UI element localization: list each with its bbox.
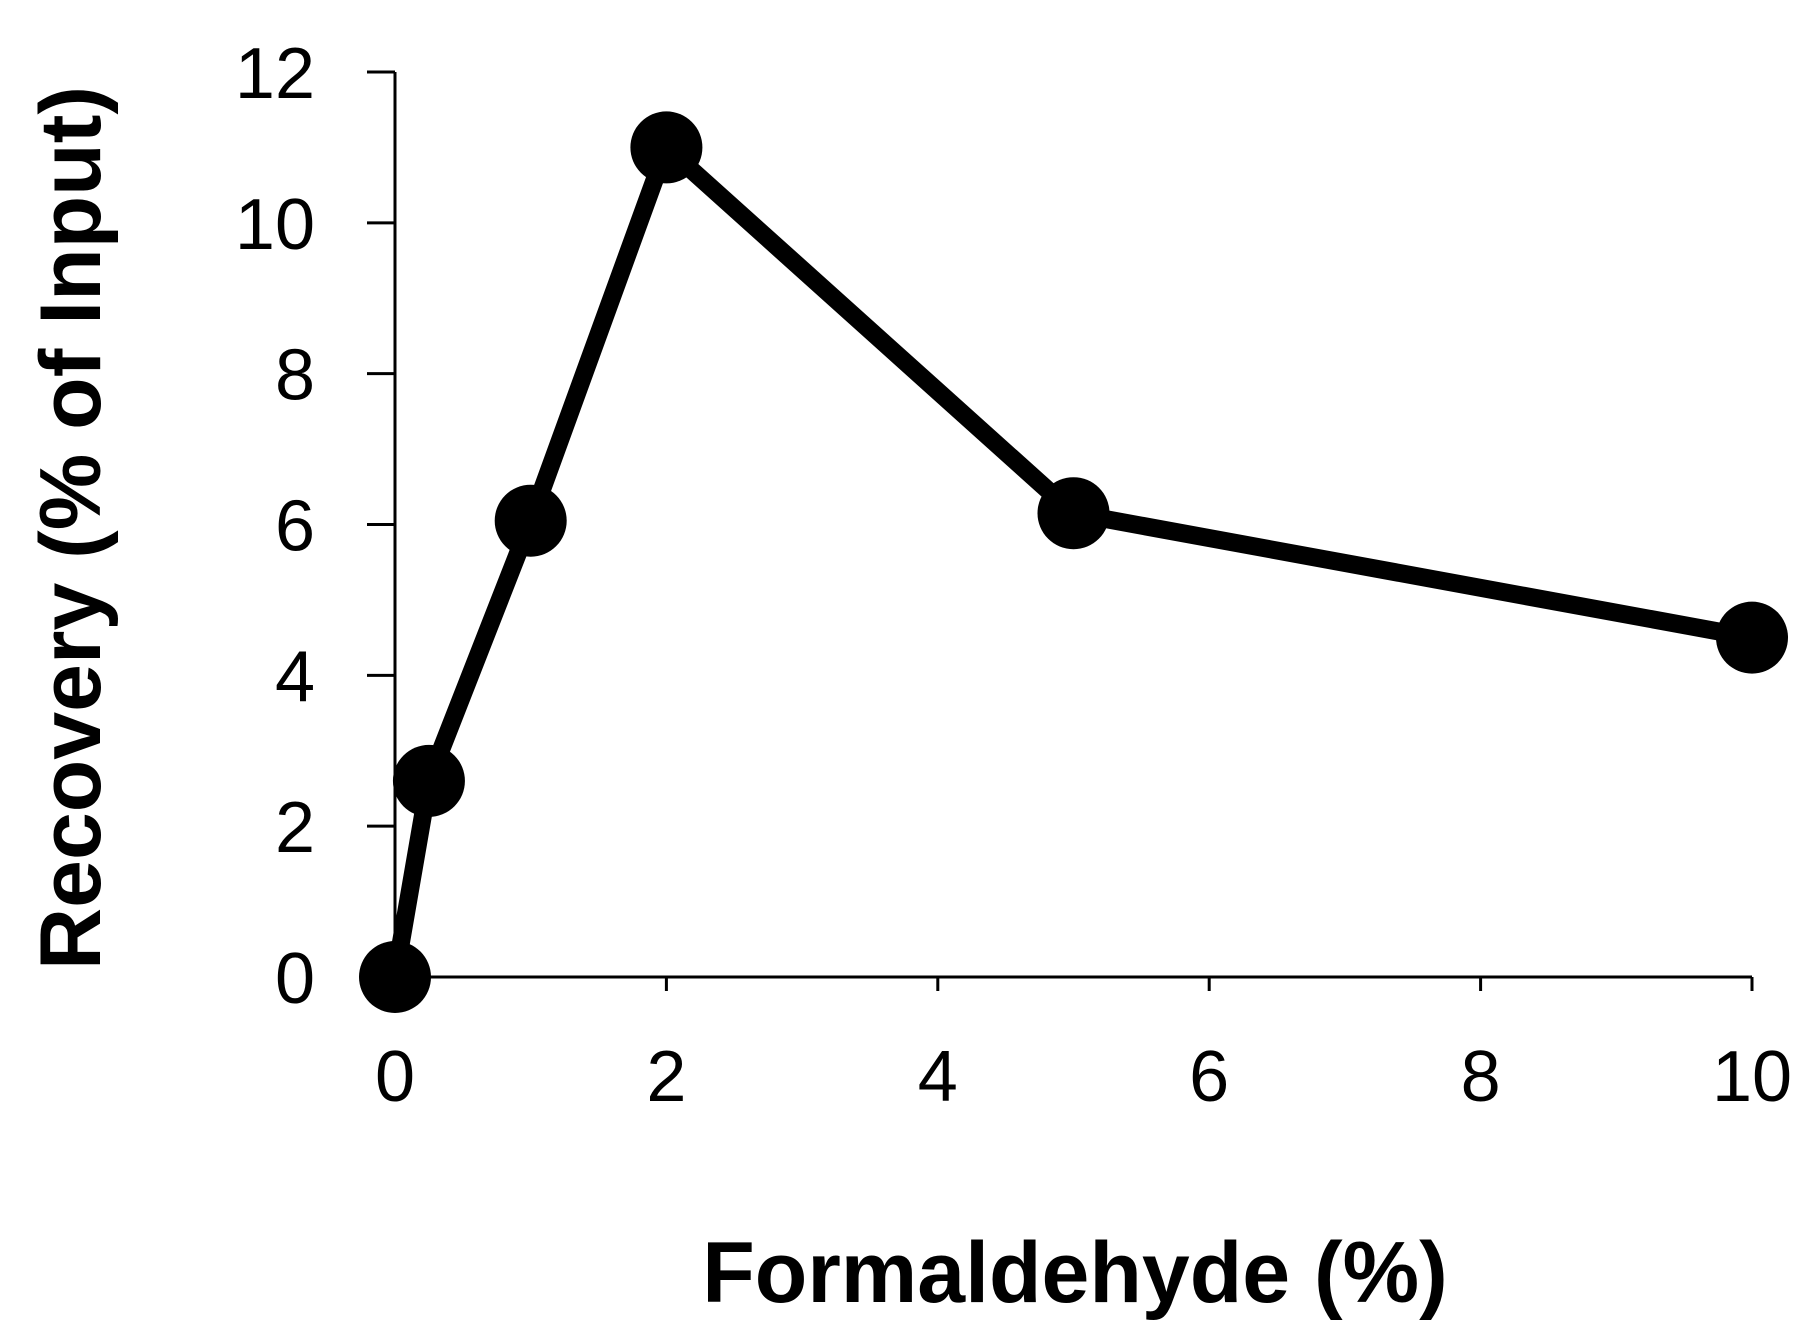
x-tick-label: 0 xyxy=(375,1037,415,1117)
x-tick-label: 8 xyxy=(1461,1037,1501,1117)
x-tick-label: 10 xyxy=(1712,1037,1792,1117)
plot-area: 0 2 4 6 8 10 12 0 2 4 6 8 10 xyxy=(235,34,1792,1117)
y-tick-label: 6 xyxy=(275,487,315,567)
y-tick-label: 4 xyxy=(275,637,315,717)
y-tick-label: 0 xyxy=(275,939,315,1019)
y-tick-label: 2 xyxy=(275,788,315,868)
data-point xyxy=(392,744,465,817)
y-axis-title: Recovery (% of Input) xyxy=(23,86,119,970)
data-point xyxy=(630,111,703,184)
data-point xyxy=(1037,477,1110,550)
series-line xyxy=(386,138,1761,986)
x-tick-label: 6 xyxy=(1189,1037,1229,1117)
x-tick-label: 4 xyxy=(918,1037,958,1117)
data-point xyxy=(359,941,431,1013)
y-ticks: 0 2 4 6 8 10 12 xyxy=(235,34,395,1019)
y-tick-label: 8 xyxy=(275,336,315,416)
y-tick-label: 12 xyxy=(235,34,315,114)
series-markers xyxy=(359,111,1788,1013)
x-axis-title: Formaldehyde (%) xyxy=(702,1225,1447,1321)
x-ticks: 0 2 4 6 8 10 xyxy=(375,977,1792,1117)
data-point xyxy=(1716,601,1788,674)
y-tick-label: 10 xyxy=(235,185,315,265)
data-point xyxy=(494,484,567,557)
x-tick-label: 2 xyxy=(646,1037,686,1117)
